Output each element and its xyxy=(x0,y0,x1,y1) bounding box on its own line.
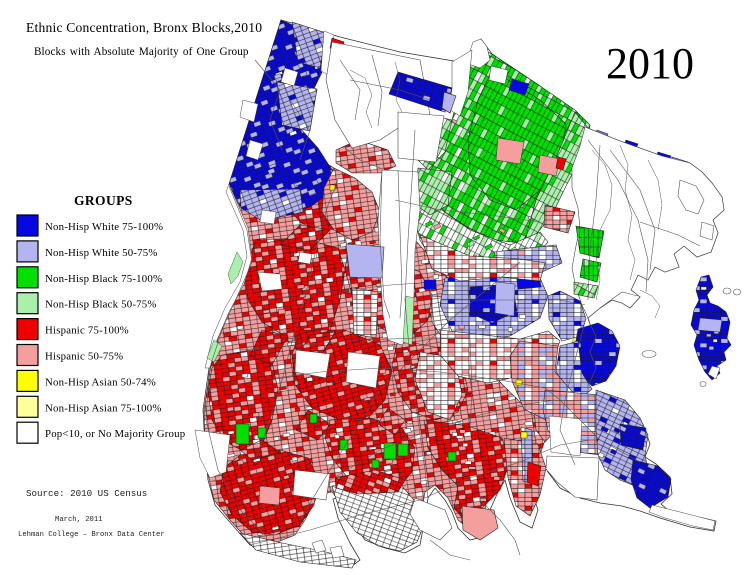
svg-text:Pop<10, or No Majority Group: Pop<10, or No Majority Group xyxy=(45,428,185,440)
svg-text:2010: 2010 xyxy=(606,39,694,88)
svg-text:Source: 2010 US Census: Source: 2010 US Census xyxy=(26,488,147,499)
svg-text:March, 2011: March, 2011 xyxy=(55,516,102,524)
svg-text:Lehman College – Bronx Data Ce: Lehman College – Bronx Data Center xyxy=(18,531,165,539)
svg-text:Non-Hisp White 50-75%: Non-Hisp White 50-75% xyxy=(45,247,158,259)
svg-text:Non-Hisp Asian 75-100%: Non-Hisp Asian 75-100% xyxy=(45,402,162,414)
svg-text:Non-Hisp White 75-100%: Non-Hisp White 75-100% xyxy=(45,221,163,233)
svg-text:Hispanic 75-100%: Hispanic 75-100% xyxy=(45,325,129,337)
svg-text:Non-Hisp Black 75-100%: Non-Hisp Black 75-100% xyxy=(45,273,162,285)
svg-text:Non-Hisp Black 50-75%: Non-Hisp Black 50-75% xyxy=(45,299,157,311)
svg-text:GROUPS: GROUPS xyxy=(74,193,133,208)
svg-text:Hispanic 50-75%: Hispanic 50-75% xyxy=(45,351,123,363)
svg-text:Blocks with Absolute Majority: Blocks with Absolute Majority of One Gro… xyxy=(34,46,249,58)
svg-text:Non-Hisp Asian 50-74%: Non-Hisp Asian 50-74% xyxy=(45,376,156,388)
svg-text:Ethnic Concentration, Bronx Bl: Ethnic Concentration, Bronx Blocks,2010 xyxy=(26,20,262,35)
